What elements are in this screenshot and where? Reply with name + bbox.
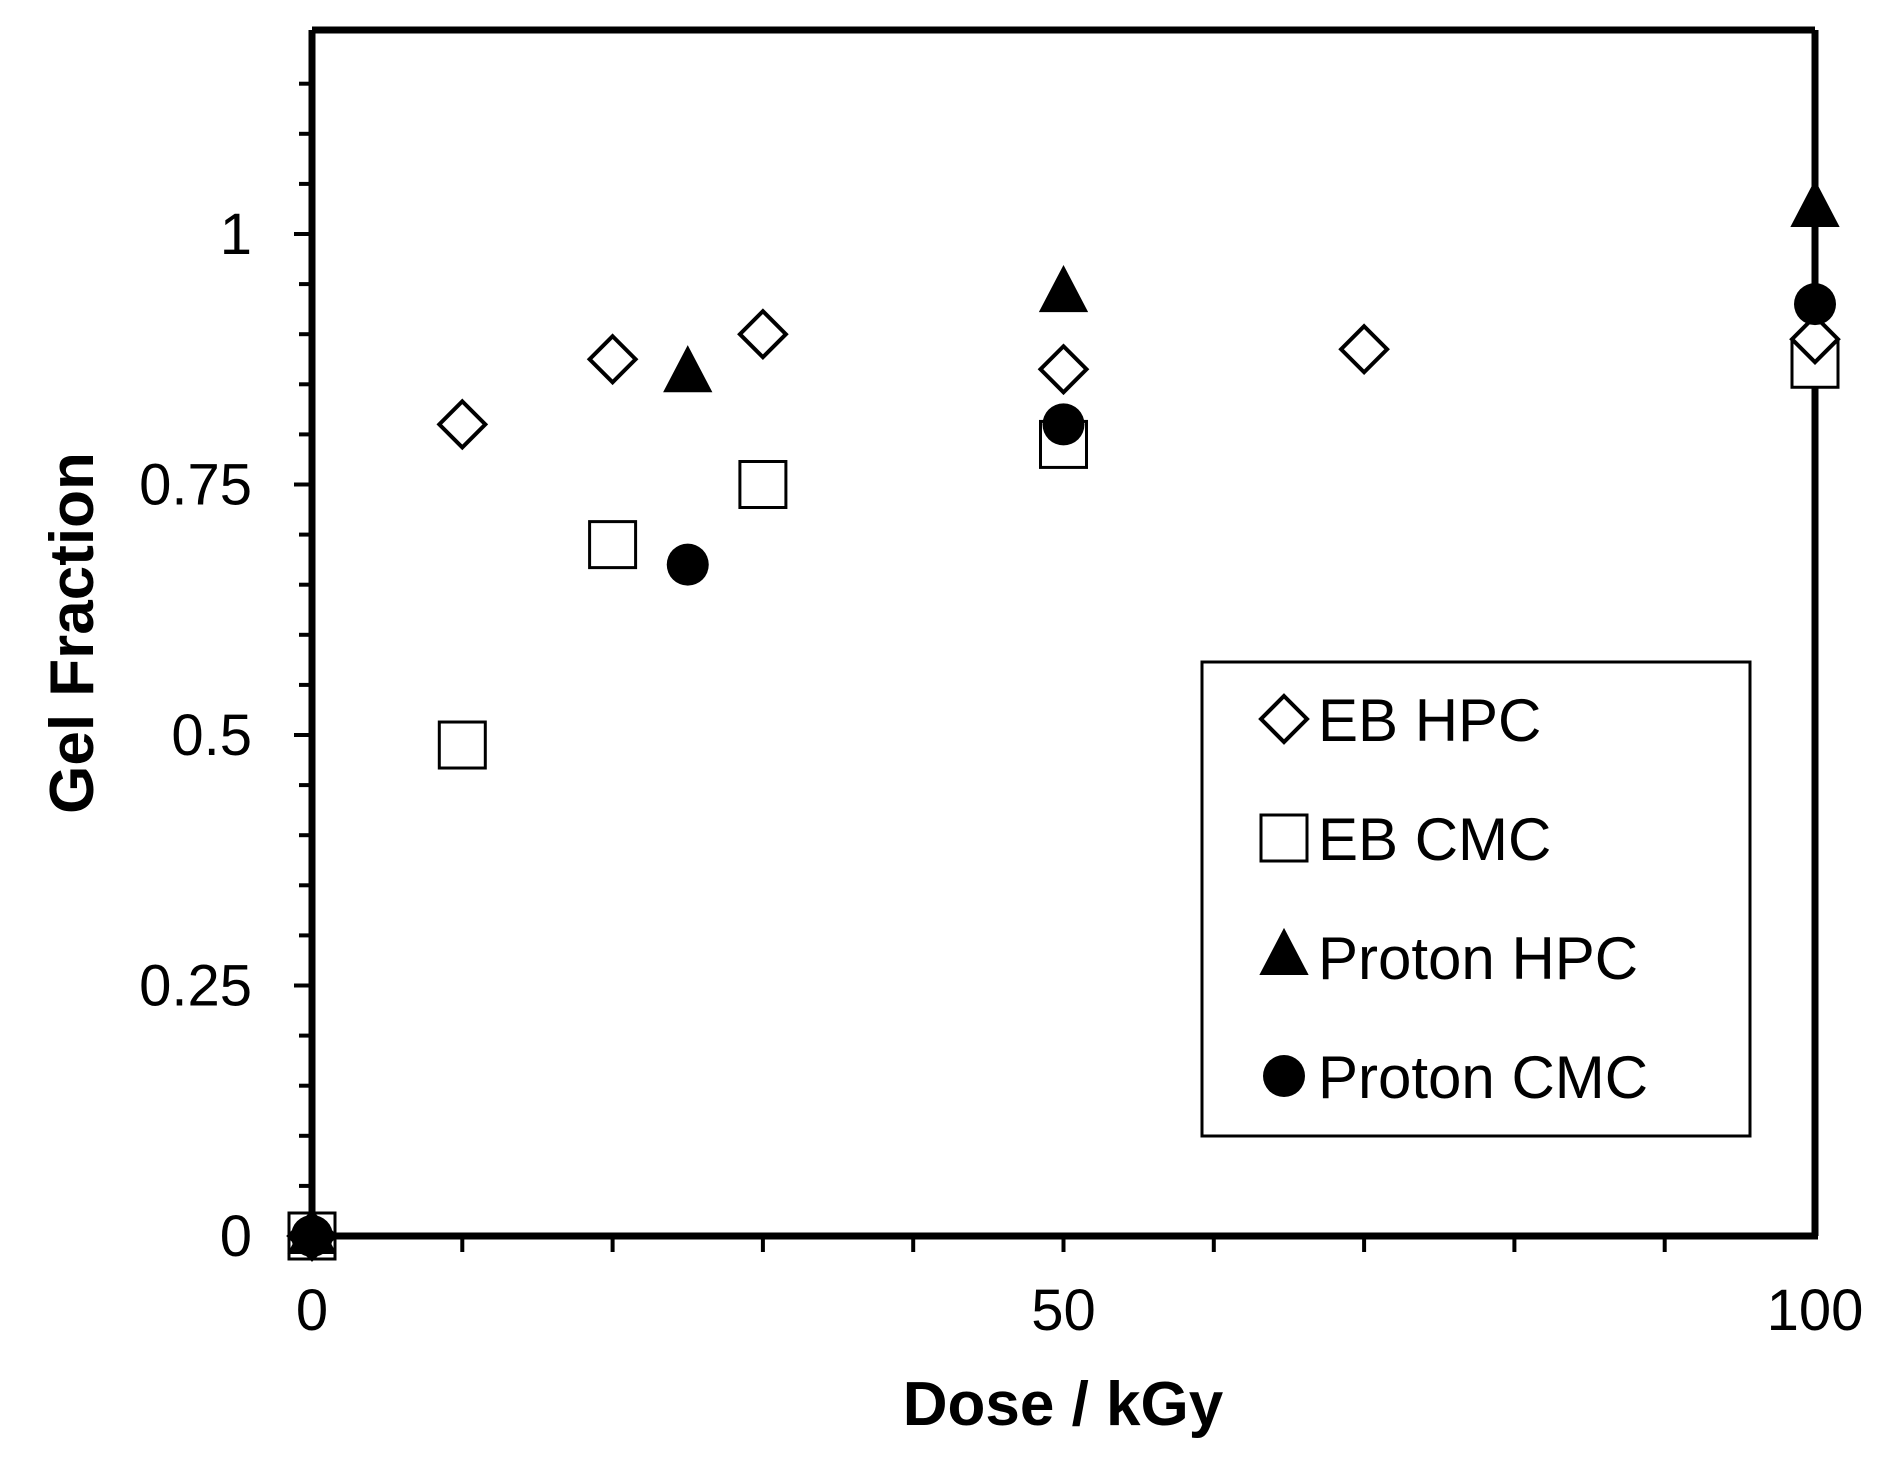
data-point	[737, 308, 789, 361]
y-tick-label: 0	[220, 1204, 252, 1269]
legend-label: Proton HPC	[1318, 925, 1638, 992]
y-tick-label: 0.25	[139, 954, 252, 1019]
legend-label: EB CMC	[1318, 806, 1551, 873]
tick-marks	[294, 81, 1667, 1252]
data-point	[1038, 264, 1089, 313]
series-proton-cmc	[291, 283, 1836, 1257]
data-point	[437, 720, 487, 770]
y-tick-label: 0.75	[139, 453, 252, 518]
x-tick-label: 100	[1767, 1278, 1864, 1343]
legend-label: EB HPC	[1318, 687, 1541, 754]
data-point	[738, 460, 788, 509]
data-point	[291, 1215, 333, 1257]
legend-marker	[1263, 1055, 1305, 1097]
x-tick-label: 50	[1031, 1278, 1096, 1343]
data-point	[663, 345, 713, 393]
legend-marker	[1259, 927, 1309, 975]
y-axis-title: Gel Fraction	[38, 452, 107, 814]
y-tick-label: 1	[220, 202, 252, 267]
legend-box	[1200, 660, 1752, 1138]
legend-marker	[1259, 813, 1309, 863]
data-markers	[286, 179, 1841, 1262]
data-point	[588, 520, 638, 570]
tick-labels: 0 0.25 0.5 0.75 1 0 50 100	[139, 202, 1863, 1343]
legend-label: Proton CMC	[1318, 1044, 1648, 1111]
legend: EB HPC EB CMC Proton HPC Proton CMC	[1200, 660, 1752, 1138]
x-tick-label: 0	[296, 1278, 328, 1343]
data-point	[436, 398, 489, 451]
data-point	[1790, 179, 1840, 227]
data-point	[1042, 403, 1085, 446]
data-point	[1789, 313, 1841, 366]
y-tick-label: 0.5	[171, 703, 252, 768]
data-point	[586, 333, 639, 386]
data-point	[1794, 283, 1836, 326]
legend-marker	[1258, 693, 1310, 745]
data-point	[1037, 343, 1090, 396]
data-point	[666, 543, 709, 586]
data-point	[1338, 323, 1390, 376]
x-axis-title: Dose / kGy	[903, 1370, 1224, 1439]
